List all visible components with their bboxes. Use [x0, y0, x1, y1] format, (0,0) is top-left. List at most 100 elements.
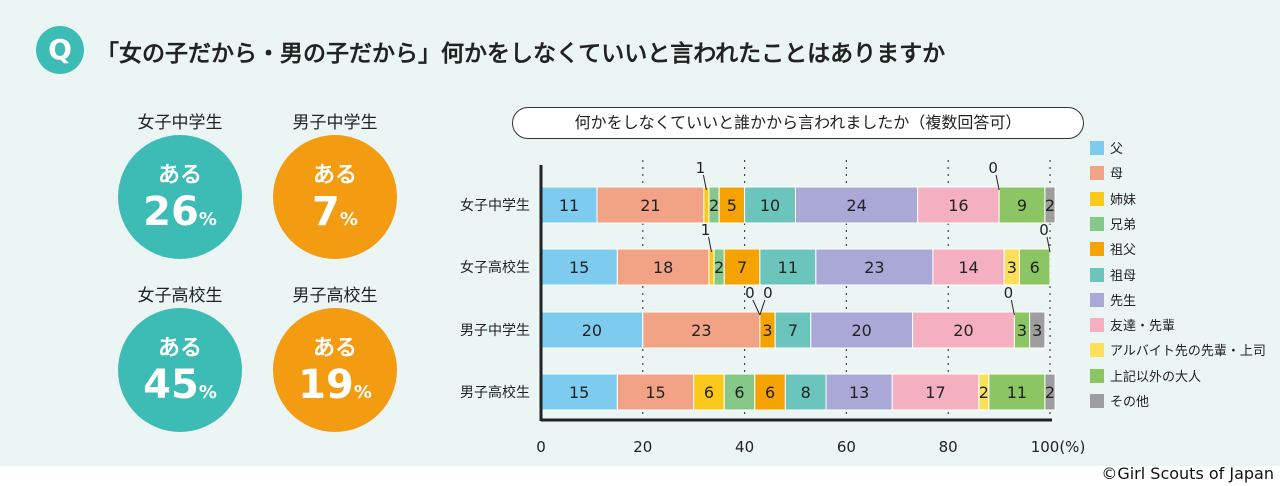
bar-segment — [723, 373, 756, 411]
data-label: 7 — [788, 321, 798, 340]
data-label: 20 — [851, 321, 871, 340]
data-label: 20 — [582, 321, 602, 340]
bar-segment — [723, 248, 761, 286]
data-label: 11 — [1007, 383, 1027, 402]
bar-segment — [1044, 186, 1056, 224]
percent-number: 45 — [143, 362, 199, 408]
callout-line — [1046, 236, 1051, 253]
callout-line — [995, 174, 1000, 191]
legend-swatch — [1090, 394, 1104, 408]
data-label: 8 — [801, 383, 811, 402]
x-tick-label: 100(%) — [1031, 438, 1086, 456]
answer-label: ある — [312, 336, 357, 361]
group-label: 女子中学生 — [137, 113, 223, 133]
percent-circle: ある 19% — [273, 308, 397, 432]
legend-swatch — [1090, 191, 1104, 206]
percent-value: 19% — [273, 362, 397, 416]
legend-label: 兄弟 — [1110, 217, 1137, 233]
legend-label: 祖父 — [1110, 243, 1137, 259]
data-label: 0 — [1039, 221, 1049, 239]
bar-segment — [642, 311, 761, 349]
data-label: 3 — [1017, 321, 1027, 340]
legend-swatch — [1090, 141, 1104, 155]
row-label: 女子中学生 — [460, 197, 530, 214]
bar-segment — [932, 248, 1005, 286]
percent-circle: ある 7% — [273, 135, 397, 259]
percent-value: 45% — [118, 362, 242, 416]
bar-segment — [540, 373, 618, 411]
data-label: 0 — [745, 284, 755, 302]
data-label: 17 — [925, 383, 945, 402]
data-label: 9 — [1017, 196, 1027, 215]
callout-line — [1010, 299, 1015, 316]
legend-label: 上記以外の大人 — [1110, 369, 1202, 385]
x-tick-label: 20 — [633, 438, 652, 456]
data-label: 16 — [948, 196, 968, 215]
data-label: 0 — [988, 159, 998, 177]
bar-segment — [596, 186, 705, 224]
bar-segment — [693, 373, 725, 411]
legend-label: 友達・先輩 — [1110, 319, 1176, 335]
row-label: 女子高校生 — [460, 259, 530, 276]
legend-swatch — [1090, 242, 1104, 257]
bar-segment — [1029, 311, 1046, 349]
group-label: 女子高校生 — [137, 286, 223, 306]
percent-unit: % — [198, 209, 217, 230]
x-tick-label: 60 — [837, 438, 856, 456]
legend-item: アルバイト先の先輩・上司 — [1090, 340, 1266, 359]
bar-segment — [616, 248, 710, 286]
data-label: 2 — [1045, 383, 1055, 402]
legend-label: 父 — [1110, 142, 1124, 157]
legend-label: アルバイト先の先輩・上司 — [1110, 344, 1266, 360]
percent-value: 26% — [118, 189, 242, 243]
callout-line — [752, 299, 761, 316]
legend-swatch — [1090, 368, 1104, 383]
data-label: 3 — [1007, 258, 1017, 277]
row-label: 男子高校生 — [460, 384, 530, 401]
legend-item: 姉妹 — [1090, 189, 1136, 208]
bar-segment — [759, 248, 817, 286]
x-tick-label: 40 — [735, 438, 754, 456]
legend-swatch — [1090, 216, 1104, 231]
data-label: 23 — [691, 321, 711, 340]
legend-label: 姉妹 — [1110, 192, 1137, 208]
answer-label: ある — [312, 163, 357, 188]
percent-unit: % — [198, 382, 217, 403]
callout-line — [702, 174, 707, 191]
legend-item: 祖父 — [1090, 239, 1136, 258]
data-label: 2 — [979, 383, 989, 402]
bar-segment — [912, 311, 1015, 349]
legend-item: 兄弟 — [1090, 214, 1136, 233]
legend-item: 父 — [1090, 138, 1123, 157]
data-label: 24 — [846, 196, 866, 215]
data-label: 2 — [1045, 196, 1055, 215]
legend-swatch — [1090, 267, 1104, 282]
data-label: 6 — [734, 383, 744, 402]
legend-label: 先生 — [1110, 293, 1137, 309]
legend-label: 母 — [1110, 167, 1124, 183]
percent-number: 7 — [312, 189, 340, 235]
data-label: 2 — [709, 196, 719, 215]
legend-swatch — [1090, 292, 1104, 307]
legend-item: 先生 — [1090, 290, 1136, 309]
bar-segment — [774, 311, 812, 349]
percent-circle: ある 45% — [118, 308, 242, 432]
legend-item: 上記以外の大人 — [1090, 366, 1201, 385]
bar-segment — [754, 373, 786, 411]
data-label: 0 — [1004, 284, 1014, 302]
data-label: 21 — [640, 196, 660, 215]
bar-segment — [1018, 248, 1051, 286]
legend-swatch — [1090, 166, 1104, 181]
percent-unit: % — [353, 382, 372, 403]
data-label: 5 — [727, 196, 737, 215]
bar-segment — [988, 373, 1046, 411]
legend-item: 友達・先輩 — [1090, 315, 1175, 334]
legend-label: その他 — [1110, 395, 1150, 410]
legend-item: 母 — [1090, 163, 1123, 182]
percent-value: 7% — [273, 189, 397, 243]
data-label: 13 — [849, 383, 869, 402]
bar-segment — [917, 186, 1000, 224]
data-label: 10 — [760, 196, 780, 215]
data-label: 7 — [737, 258, 747, 277]
